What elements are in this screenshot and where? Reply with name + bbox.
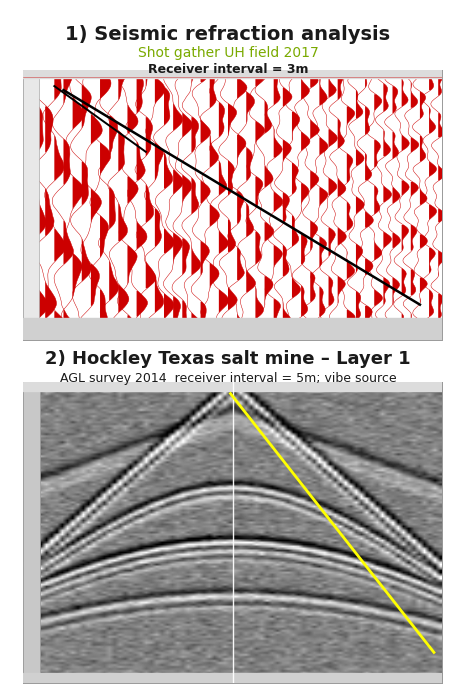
Text: Receiver interval = 3m: Receiver interval = 3m bbox=[147, 63, 308, 76]
Text: 1) Seismic refraction analysis: 1) Seismic refraction analysis bbox=[66, 25, 389, 43]
Bar bbox=[23, 70, 39, 340]
Text: AGL survey 2014  receiver interval = 5m; vibe source: AGL survey 2014 receiver interval = 5m; … bbox=[60, 372, 395, 386]
Bar bbox=[23, 382, 441, 391]
Text: 2) Hockley Texas salt mine – Layer 1: 2) Hockley Texas salt mine – Layer 1 bbox=[45, 350, 410, 368]
Text: Shot gather UH field 2017: Shot gather UH field 2017 bbox=[137, 46, 318, 60]
Bar bbox=[23, 318, 441, 340]
Bar bbox=[23, 382, 40, 682]
Bar bbox=[23, 673, 441, 682]
Bar bbox=[23, 70, 441, 78]
